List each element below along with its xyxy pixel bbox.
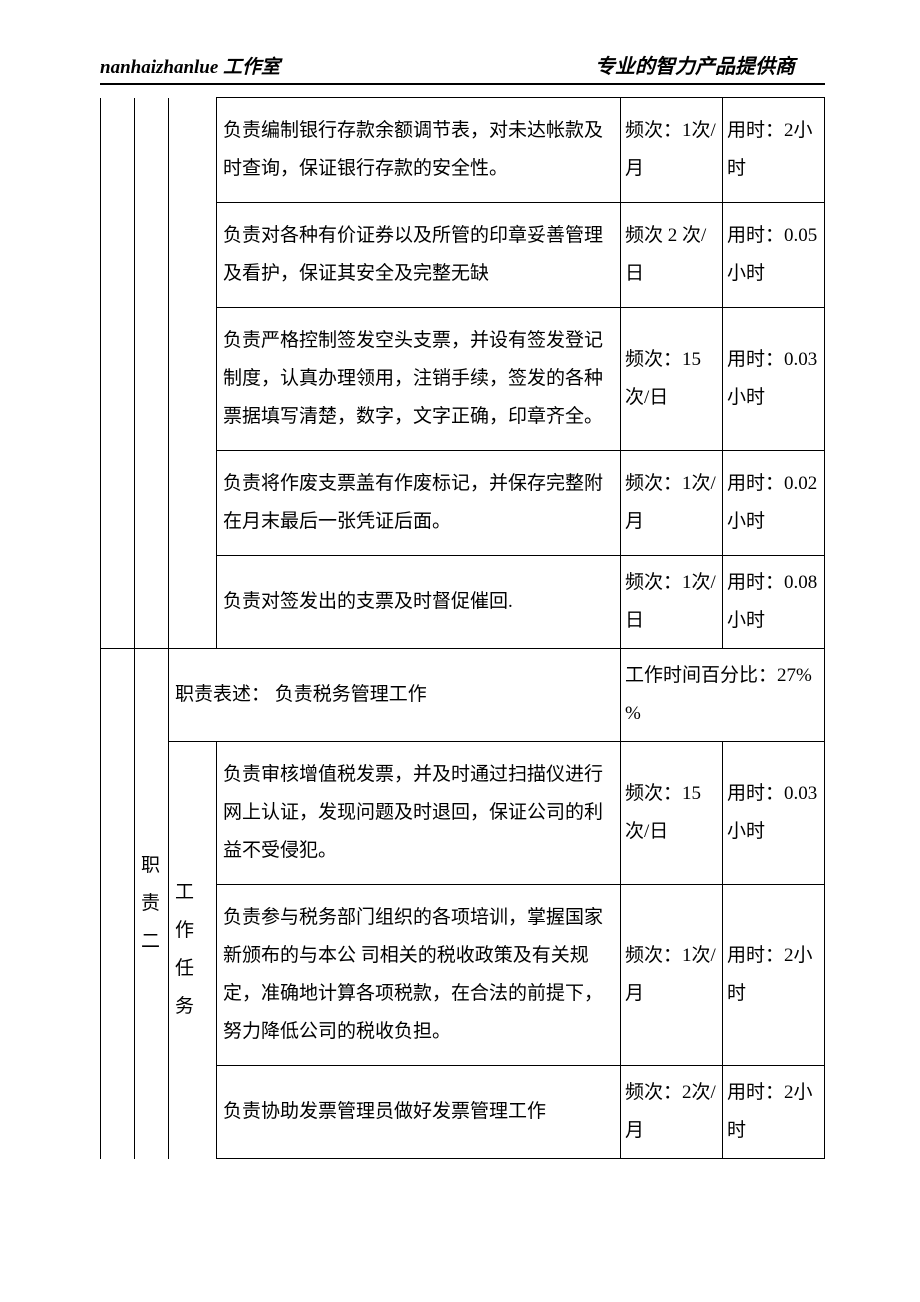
duty-frequency: 频次：1次/ 月 [621,451,723,556]
duty-frequency: 频次 2 次/日 [621,203,723,308]
duty-time: 用时：0.03 小时 [723,308,825,451]
duty-time: 用时：0.02 小时 [723,451,825,556]
duty-frequency: 频次：1次/ 日 [621,556,723,649]
duty-frequency: 频次：1次/ 月 [621,98,723,203]
duty-description: 负责严格控制签发空头支票，并设有签发登记制度，认真办理领用，注销手续，签发的各种… [217,308,621,451]
duty-description: 负责协助发票管理员做好发票管理工作 [217,1066,621,1159]
duty-prefix: 职责表述： [175,684,275,705]
header-tagline: 专业的智力产品提供商 [595,50,825,79]
duty-statement-cell: 职责表述： 负责税务管理工作 [169,649,621,742]
duty-description: 负责将作废支票盖有作废标记，并保存完整附在月末最后一张凭证后面。 [217,451,621,556]
duty-description: 负责审核增值税发票，并及时通过扫描仪进行网上认证，发现问题及时退回，保证公司的利… [217,742,621,885]
duty-frequency: 频次：1次/月 [621,885,723,1066]
duty-time: 用时：2小时 [723,98,825,203]
duty-description: 负责编制银行存款余额调节表，对未达帐款及时查询，保证银行存款的安全性。 [217,98,621,203]
left-margin-cell [101,98,135,649]
duty-frequency: 频次：15次/日 [621,308,723,451]
duty-description: 负责对各种有价证券以及所管的印章妥善管理及看护，保证其安全及完整无缺 [217,203,621,308]
duty-time: 用时：2小时 [723,1066,825,1159]
duty-time: 用时：0.05 小时 [723,203,825,308]
task-label-cell [169,98,217,649]
duty-time: 用时：0.08 小时 [723,556,825,649]
duty-time: 用时：2小时 [723,885,825,1066]
duty-frequency: 频次：2次/ 月 [621,1066,723,1159]
task-label: 工作任务 [175,882,194,1017]
table-row: 负责编制银行存款余额调节表，对未达帐款及时查询，保证银行存款的安全性。 频次：1… [101,98,825,203]
left-margin-cell [101,649,135,1159]
work-time-pct: 工作时间百分比：27% % [621,649,825,742]
document-page: nanhaizhanlue 工作室 专业的智力产品提供商 负责编制银行存款余额调… [0,0,920,1219]
duty-frequency: 频次：15次/日 [621,742,723,885]
task-label-cell: 工作任务 [169,742,217,1159]
table-row: 职责二 职责表述： 负责税务管理工作 工作时间百分比：27% % [101,649,825,742]
section-label-cell [135,98,169,649]
page-header: nanhaizhanlue 工作室 专业的智力产品提供商 [100,50,825,85]
duties-table: 负责编制银行存款余额调节表，对未达帐款及时查询，保证银行存款的安全性。 频次：1… [100,97,825,1159]
section-label: 职责二 [141,855,160,952]
duty-description: 负责对签发出的支票及时督促催回. [217,556,621,649]
duty-time: 用时：0.03 小时 [723,742,825,885]
table-row: 工作任务 负责审核增值税发票，并及时通过扫描仪进行网上认证，发现问题及时退回，保… [101,742,825,885]
duty-description: 负责参与税务部门组织的各项培训，掌握国家新颁布的与本公 司相关的税收政策及有关规… [217,885,621,1066]
brand-suffix: 工作室 [218,57,280,78]
brand-name: nanhaizhanlue [100,57,218,78]
duty-statement: 负责税务管理工作 [275,684,427,705]
header-brand: nanhaizhanlue 工作室 [100,52,280,79]
section-label-cell: 职责二 [135,649,169,1159]
